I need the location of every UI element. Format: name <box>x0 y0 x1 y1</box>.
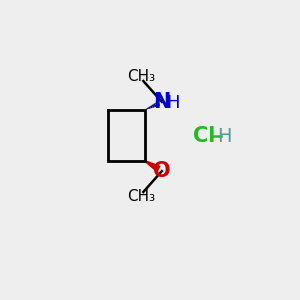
Text: N: N <box>153 92 170 112</box>
Text: H: H <box>167 94 180 112</box>
Polygon shape <box>144 160 160 171</box>
Text: O: O <box>153 161 171 181</box>
Text: H: H <box>217 127 232 146</box>
Text: CH₃: CH₃ <box>127 189 155 204</box>
Text: Cl: Cl <box>194 127 216 146</box>
Text: CH₃: CH₃ <box>127 69 155 84</box>
